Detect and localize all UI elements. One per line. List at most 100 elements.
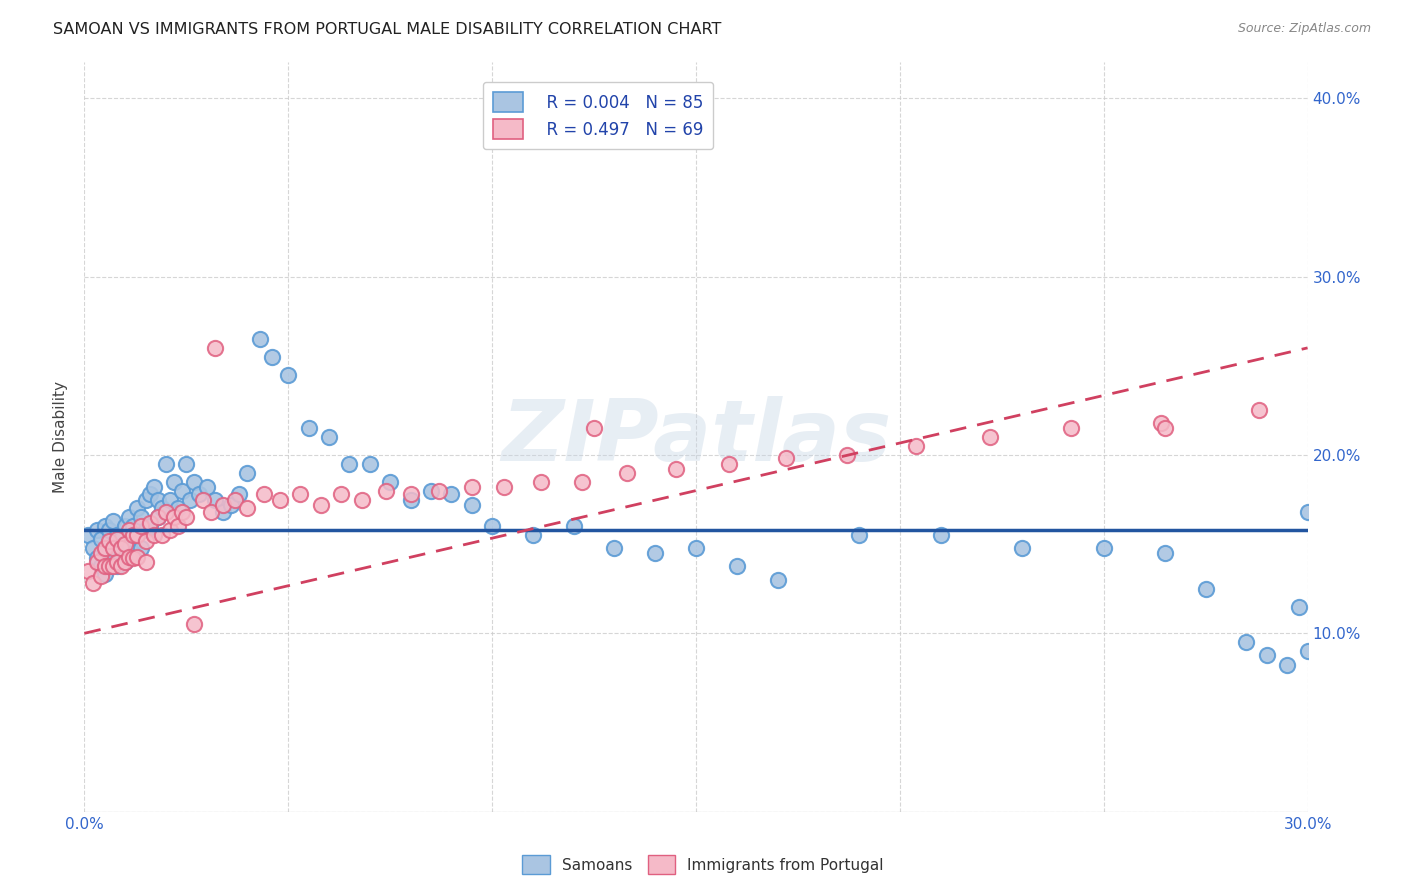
Point — [1358, 394, 1381, 409]
Y-axis label: Male Disability: Male Disability — [53, 381, 69, 493]
Point — [110, 532, 132, 546]
Point — [77, 528, 100, 542]
Point — [146, 492, 169, 507]
Point — [86, 523, 108, 537]
Point — [93, 546, 115, 560]
Point — [90, 532, 112, 546]
Point — [179, 492, 201, 507]
Point — [105, 532, 128, 546]
Text: ZIPatlas: ZIPatlas — [501, 395, 891, 479]
Point — [290, 487, 312, 501]
Point — [1154, 421, 1177, 435]
Point — [298, 421, 321, 435]
Point — [114, 555, 136, 569]
Legend: Samoans, Immigrants from Portugal: Samoans, Immigrants from Portugal — [516, 849, 890, 880]
Point — [101, 514, 124, 528]
Point — [212, 498, 235, 512]
Point — [138, 519, 160, 533]
Point — [167, 519, 190, 533]
Point — [204, 341, 226, 355]
Point — [725, 558, 748, 573]
Point — [163, 510, 186, 524]
Point — [114, 537, 136, 551]
Point — [142, 528, 165, 542]
Point — [135, 523, 157, 537]
Point — [159, 523, 181, 537]
Point — [1296, 644, 1319, 658]
Text: SAMOAN VS IMMIGRANTS FROM PORTUGAL MALE DISABILITY CORRELATION CHART: SAMOAN VS IMMIGRANTS FROM PORTUGAL MALE … — [53, 22, 721, 37]
Point — [110, 549, 132, 564]
Point — [183, 475, 205, 489]
Point — [105, 558, 128, 573]
Point — [350, 492, 373, 507]
Point — [1150, 416, 1173, 430]
Point — [219, 498, 242, 512]
Point — [93, 519, 115, 533]
Point — [101, 558, 124, 573]
Point — [82, 541, 104, 555]
Point — [1195, 582, 1218, 596]
Point — [131, 541, 153, 555]
Point — [616, 466, 638, 480]
Point — [122, 528, 145, 542]
Point — [253, 487, 276, 501]
Point — [979, 430, 1001, 444]
Point — [114, 537, 136, 551]
Point — [1236, 635, 1258, 649]
Point — [77, 564, 100, 578]
Point — [685, 541, 707, 555]
Point — [90, 558, 112, 573]
Point — [150, 528, 173, 542]
Point — [122, 546, 145, 560]
Point — [90, 546, 112, 560]
Point — [583, 421, 606, 435]
Point — [309, 498, 332, 512]
Point — [114, 519, 136, 533]
Point — [562, 519, 585, 533]
Point — [163, 475, 186, 489]
Point — [427, 483, 450, 498]
Point — [440, 487, 463, 501]
Point — [191, 492, 214, 507]
Point — [155, 457, 177, 471]
Point — [212, 505, 235, 519]
Point — [105, 541, 128, 555]
Point — [224, 492, 246, 507]
Point — [138, 487, 160, 501]
Point — [135, 555, 157, 569]
Point — [82, 576, 104, 591]
Point — [150, 501, 173, 516]
Point — [118, 523, 141, 537]
Point — [187, 487, 209, 501]
Point — [1288, 599, 1310, 614]
Point — [766, 573, 789, 587]
Point — [249, 332, 271, 346]
Point — [603, 541, 626, 555]
Point — [146, 510, 169, 524]
Point — [101, 549, 124, 564]
Point — [118, 510, 141, 524]
Point — [114, 555, 136, 569]
Point — [172, 483, 194, 498]
Point — [375, 483, 398, 498]
Point — [717, 457, 740, 471]
Point — [1256, 648, 1278, 662]
Point — [644, 546, 666, 560]
Point — [665, 462, 688, 476]
Point — [848, 528, 870, 542]
Point — [1011, 541, 1033, 555]
Point — [155, 505, 177, 519]
Point — [135, 492, 157, 507]
Point — [97, 558, 120, 573]
Point — [97, 533, 120, 548]
Point — [1296, 505, 1319, 519]
Point — [127, 501, 149, 516]
Point — [183, 617, 205, 632]
Point — [122, 519, 145, 533]
Point — [1092, 541, 1115, 555]
Point — [277, 368, 299, 382]
Point — [110, 558, 132, 573]
Point — [380, 475, 402, 489]
Point — [105, 528, 128, 542]
Point — [110, 541, 132, 555]
